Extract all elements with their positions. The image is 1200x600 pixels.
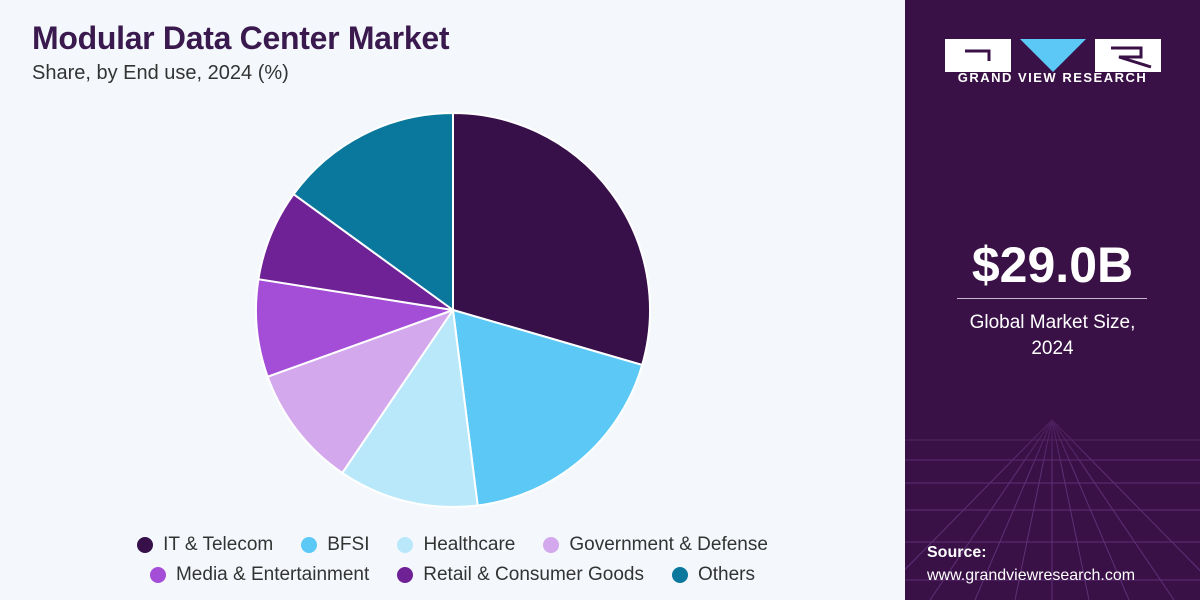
- pie-slice-media-entertainment: [255, 278, 454, 378]
- legend-swatch: [149, 567, 166, 583]
- chart-subtitle: Share, by End use, 2024 (%): [32, 62, 289, 84]
- legend-swatch: [137, 537, 154, 553]
- pie-slice-government-defense: [266, 309, 454, 474]
- pie-slice-healthcare: [341, 309, 479, 508]
- legend-label: Healthcare: [423, 534, 516, 555]
- legend-row: Media & Entertainment Retail & Consumer G…: [0, 560, 905, 590]
- legend-swatch: [301, 537, 318, 553]
- legend-swatch: [543, 537, 560, 553]
- legend-label: Retail & Consumer Goods: [423, 564, 644, 585]
- legend-label: Media & Entertainment: [175, 564, 370, 585]
- legend-row: IT & Telecom BFSI Healthcare Government & D…: [0, 530, 905, 560]
- legend-item: Media & Entertainment: [149, 564, 370, 586]
- grid-decoration: [905, 380, 1200, 600]
- chart-panel: Modular Data Center Market Share, by End…: [0, 20, 905, 590]
- legend-label: Others: [697, 564, 755, 585]
- legend-item: Healthcare: [397, 534, 515, 556]
- chart-title: Modular Data Center Market: [32, 20, 450, 56]
- legend-item: BFSI: [301, 534, 369, 556]
- legend-label: Government & Defense: [569, 534, 768, 555]
- legend-swatch: [397, 537, 414, 553]
- legend-item: IT & Telecom: [137, 534, 273, 556]
- brand-name: GRAND VIEW RESEARCH: [957, 70, 1148, 85]
- pie-slice-it-telecom: [452, 112, 651, 366]
- chart-legend: IT & Telecom BFSI Healthcare Government & D…: [0, 530, 905, 590]
- pie-slice-others: [292, 112, 454, 311]
- pie-slice-bfsi: [452, 309, 644, 507]
- legend-item: Others: [671, 564, 755, 586]
- legend-label: IT & Telecom: [163, 534, 274, 555]
- legend-item: Retail & Consumer Goods: [397, 564, 644, 586]
- source-label: Source:: [927, 544, 987, 561]
- legend-item: Government & Defense: [543, 534, 768, 556]
- divider: [957, 298, 1147, 299]
- logo-icon: [945, 39, 1161, 72]
- market-size-label: Global Market Size, 2024: [969, 312, 1136, 359]
- pie-chart: [255, 112, 651, 508]
- legend-label: BFSI: [327, 534, 370, 555]
- source-link[interactable]: www.grandviewresearch.com: [927, 567, 1136, 584]
- sidebar: GRAND VIEW RESEARCH $29.0B Global Market…: [905, 0, 1200, 600]
- legend-swatch: [671, 567, 688, 583]
- market-size-value: $29.0B: [971, 237, 1134, 293]
- legend-swatch: [397, 567, 414, 583]
